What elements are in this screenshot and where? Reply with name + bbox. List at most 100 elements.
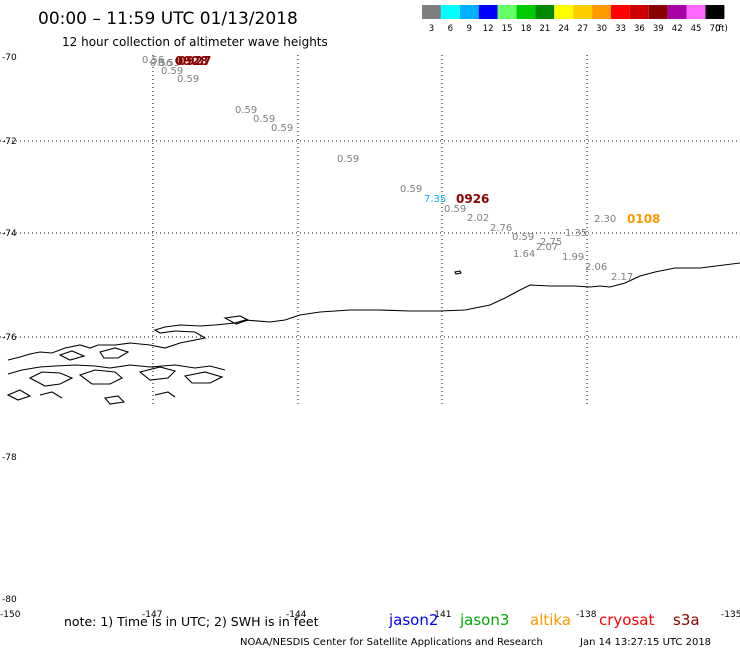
- island: [138, 366, 177, 381]
- color-scale-swatch: [686, 5, 706, 19]
- time-label: 0928: [175, 54, 208, 68]
- color-scale-swatch: [648, 5, 668, 19]
- color-scale-label: 12: [483, 24, 494, 34]
- footer-credit: NOAA/NESDIS Center for Satellite Applica…: [240, 637, 543, 648]
- color-scale-label: 21: [539, 24, 550, 34]
- color-scale-label: 70: [710, 24, 721, 34]
- color-scale-swatch: [629, 5, 649, 19]
- observation-label: 7.35: [424, 194, 446, 205]
- lon-label: -150: [0, 610, 21, 620]
- lon-label: -141: [431, 610, 451, 620]
- longitude-labels: -150 -147 -144 -141 -138 -135: [0, 610, 740, 620]
- observation-label: 1.35: [565, 228, 587, 239]
- observation-label: 0.59: [512, 232, 534, 243]
- observation-label: 0.55: [158, 58, 180, 69]
- lat-label: -78: [2, 453, 17, 463]
- observation-label: 2.02: [467, 213, 489, 224]
- observation-label: 0.59: [271, 123, 293, 134]
- island: [183, 371, 224, 384]
- island: [6, 389, 32, 401]
- observation-label: 2.30: [594, 214, 616, 225]
- lat-label: -70: [2, 53, 17, 63]
- observation-label: 2.76: [490, 223, 512, 234]
- color-scale-swatch: [573, 5, 593, 19]
- color-scale-swatches: [422, 5, 725, 19]
- color-scale-label: 6: [448, 24, 453, 34]
- color-scale-swatch: [667, 5, 687, 19]
- satellite-legend-item: cryosat: [599, 611, 654, 629]
- footer-timestamp: Jan 14 13:27:15 UTC 2018: [579, 637, 711, 648]
- observation-label: 0.59: [444, 204, 466, 215]
- latitude-labels: -70 -72 -74 -76 -78 -80: [2, 53, 17, 605]
- satellite-legend-item: s3a: [673, 611, 700, 629]
- satellite-legend-item: altika: [530, 611, 571, 629]
- color-scale-label: 30: [596, 24, 607, 34]
- coastline-segment: [7, 364, 226, 375]
- graticule: [0, 55, 740, 405]
- island: [58, 350, 86, 361]
- lon-label: -147: [142, 610, 162, 620]
- color-scale-label: 45: [691, 24, 702, 34]
- satellite-legend: jason2 jason3 altika cryosat s3a: [388, 611, 700, 629]
- map-title: 00:00 – 11:59 UTC 01/13/2018: [38, 9, 298, 29]
- color-scale-swatch: [440, 5, 460, 19]
- observation-label: 2.17: [611, 272, 633, 283]
- color-scale-label: 18: [521, 24, 532, 34]
- color-scale-label: 36: [634, 24, 645, 34]
- observation-label: 0.56: [142, 55, 164, 66]
- observation-label: 1.64: [513, 249, 535, 260]
- lat-label: -80: [2, 595, 17, 605]
- observation-label: 2.06: [585, 262, 607, 273]
- observation-label: 0.59: [235, 105, 257, 116]
- color-scale-label: 39: [653, 24, 664, 34]
- color-scale-swatch: [459, 5, 479, 19]
- time-label: 0927: [178, 54, 211, 68]
- lat-label: -72: [2, 137, 17, 147]
- color-scale-swatch: [592, 5, 611, 19]
- wave-height-observations: 0.56 0.56 0.55 0.59 0.59 0.59 0.59 0.59 …: [142, 55, 633, 283]
- observation-label: 0.59: [400, 184, 422, 195]
- island: [28, 371, 74, 387]
- observation-label: 0.59: [337, 154, 359, 165]
- color-scale-swatch: [705, 5, 725, 19]
- color-scale-label: 3: [429, 24, 434, 34]
- time-labels: 0928 0927 0926 0108: [175, 54, 660, 226]
- coastline-ice-shelf-edge: [7, 262, 740, 361]
- satellite-legend-item: jason2: [388, 611, 438, 629]
- lat-label: -76: [2, 333, 17, 343]
- island: [103, 395, 126, 405]
- map-subtitle: 12 hour collection of altimeter wave hei…: [62, 35, 328, 49]
- island: [78, 369, 123, 385]
- color-scale-swatch: [611, 5, 630, 19]
- color-scale-label: 27: [577, 24, 588, 34]
- coastline: [6, 262, 740, 405]
- color-scale-swatch: [422, 5, 441, 19]
- color-scale-swatch: [535, 5, 555, 19]
- color-scale-swatch: [478, 5, 498, 19]
- lon-label: -135: [721, 610, 740, 620]
- island: [454, 270, 462, 275]
- observation-label: 0.59: [161, 66, 183, 77]
- island: [223, 315, 250, 325]
- coastline-segment: [39, 391, 63, 399]
- satellite-legend-item: jason3: [459, 611, 509, 629]
- island: [99, 347, 130, 359]
- coastline-segment: [154, 391, 176, 398]
- color-scale-label: 24: [558, 24, 569, 34]
- observation-label: 2.75: [540, 237, 562, 248]
- color-scale-swatch: [516, 5, 536, 19]
- observation-label: 2.07: [536, 242, 558, 253]
- observation-label: 0.59: [177, 74, 199, 85]
- color-scale-unit: (ft): [715, 24, 728, 34]
- footer-note: note: 1) Time is in UTC; 2) SWH is in fe…: [64, 614, 319, 629]
- color-scale-labels: 3 6 9 12 15 18 21 24 27 30 33 36 39 42 45 70: [429, 24, 721, 34]
- color-scale-label: 15: [502, 24, 513, 34]
- color-scale-swatch: [497, 5, 517, 19]
- color-scale-label: 42: [672, 24, 683, 34]
- color-scale-swatch: [554, 5, 574, 19]
- lat-label: -74: [2, 229, 17, 239]
- color-scale: 3 6 9 12 15 18 21 24 27 30 33 36 39 42 45 70 (ft): [422, 5, 728, 34]
- observation-label: 0.56: [150, 58, 172, 69]
- color-scale-label: 33: [615, 24, 626, 34]
- lon-label: -138: [576, 610, 597, 620]
